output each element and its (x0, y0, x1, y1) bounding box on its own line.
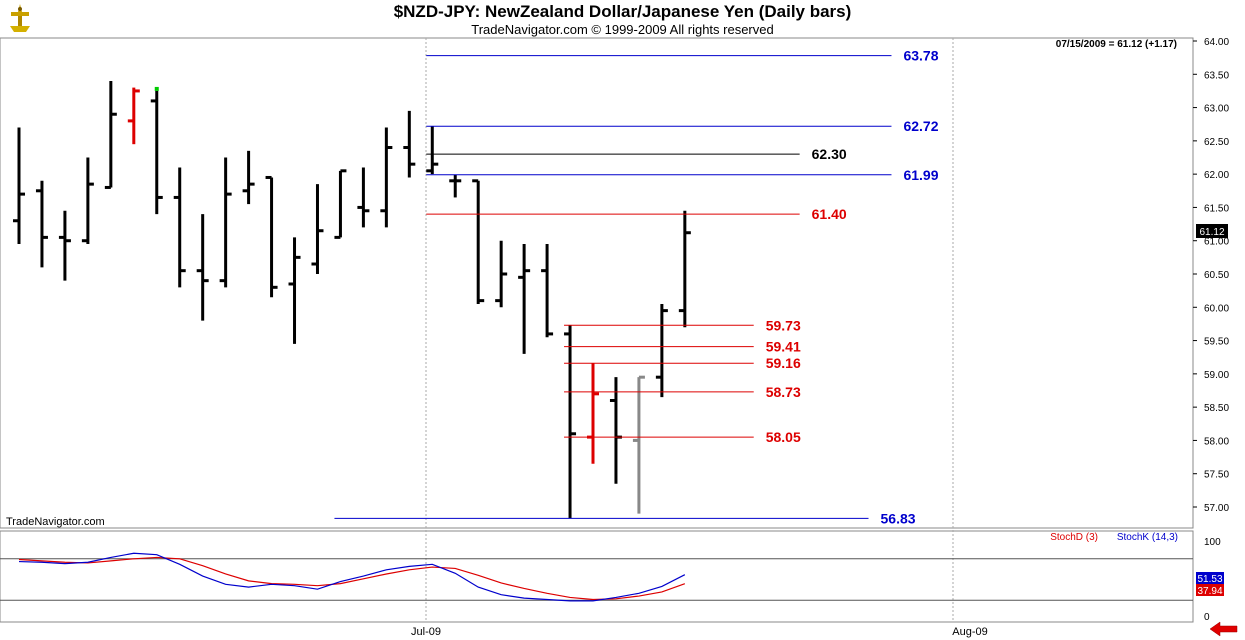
price-bar (426, 126, 439, 175)
trade-navigator-logo-icon (4, 2, 36, 34)
level-label: 62.30 (812, 146, 847, 162)
price-bar (173, 167, 186, 288)
price-bar (632, 375, 645, 514)
price-bar (403, 110, 416, 178)
level-label: 58.05 (766, 429, 801, 445)
level-label: 59.73 (766, 317, 801, 333)
level-label: 59.16 (766, 355, 801, 371)
stoch-series-line (18, 556, 686, 601)
chart-subtitle: TradeNavigator.com © 1999-2009 All right… (471, 22, 774, 37)
price-bar (655, 303, 668, 398)
legend-stochk: StochK (14,3) (1117, 532, 1178, 543)
date-price-readout: 07/15/2009 = 61.12 (+1.17) (1056, 39, 1177, 50)
chart-header: $NZD-JPY: NewZealand Dollar/Japanese Yen… (0, 0, 1245, 38)
price-bar (449, 174, 462, 198)
y-tick-label: 57.50 (1204, 470, 1229, 481)
y-tick-label: 57.00 (1204, 503, 1229, 514)
stoch-last-value-box (1196, 572, 1224, 584)
y-tick-label: 64.00 (1204, 37, 1229, 48)
stoch-last-value-box (1196, 584, 1224, 596)
price-bar (265, 175, 278, 298)
price-bar (104, 80, 117, 189)
price-bar (242, 150, 255, 205)
price-bar (150, 86, 163, 215)
price-bar (196, 214, 209, 321)
watermark-text: TradeNavigator.com (6, 516, 105, 528)
stoch-y-tick-label: 0 (1204, 612, 1210, 623)
level-label: 63.78 (903, 48, 938, 64)
current-price-label: 61.12 (1199, 227, 1224, 238)
stoch-series-line (18, 552, 686, 602)
y-tick-label: 58.00 (1204, 436, 1229, 447)
stoch-last-value-label: 51.53 (1197, 574, 1222, 585)
y-tick-label: 60.50 (1204, 270, 1229, 281)
x-tick-aug: Aug-09 (952, 626, 987, 638)
price-bar (380, 127, 393, 228)
y-tick-label: 61.50 (1204, 203, 1229, 214)
price-bar (472, 179, 485, 304)
level-label: 58.73 (766, 384, 801, 400)
stoch-y-tick-label: 100 (1204, 537, 1221, 548)
legend-stochd: StochD (3) (1050, 532, 1098, 543)
scroll-left-arrow-icon[interactable] (1209, 621, 1238, 637)
price-bar (13, 127, 25, 245)
y-tick-label: 63.50 (1204, 70, 1229, 81)
level-label: 61.40 (812, 206, 847, 222)
level-label: 62.72 (903, 118, 938, 134)
chart-title: $NZD-JPY: NewZealand Dollar/Japanese Yen… (393, 2, 852, 21)
y-tick-label: 62.50 (1204, 137, 1229, 148)
current-price-marker: 61.12 (1196, 224, 1228, 238)
price-bar (58, 210, 71, 281)
x-tick-jul: Jul-09 (411, 626, 441, 638)
stoch-last-value-label: 37.94 (1197, 586, 1222, 597)
price-bar (541, 244, 554, 338)
price-bar (35, 180, 48, 268)
price-bar (518, 244, 531, 354)
y-tick-label: 60.00 (1204, 303, 1229, 314)
y-tick-label: 61.00 (1204, 237, 1229, 248)
y-tick-label: 59.00 (1204, 370, 1229, 381)
price-bar (334, 169, 347, 239)
price-bar (678, 210, 691, 328)
price-bar (311, 184, 324, 274)
bar-top-marker (154, 86, 159, 91)
y-tick-label: 63.00 (1204, 104, 1229, 115)
price-panel (0, 37, 1194, 529)
price-bar (357, 167, 370, 228)
level-label: 56.83 (881, 510, 916, 526)
price-bar (288, 237, 301, 344)
y-tick-label: 59.50 (1204, 337, 1229, 348)
stoch-panel (0, 530, 1194, 623)
price-bar (495, 240, 508, 308)
price-bar (127, 87, 140, 145)
y-tick-label: 58.50 (1204, 403, 1229, 414)
price-bar (564, 325, 577, 519)
level-label: 59.41 (766, 339, 801, 355)
price-bar (219, 157, 232, 288)
price-bar (81, 157, 94, 245)
level-label: 61.99 (903, 167, 938, 183)
y-tick-label: 62.00 (1204, 170, 1229, 181)
